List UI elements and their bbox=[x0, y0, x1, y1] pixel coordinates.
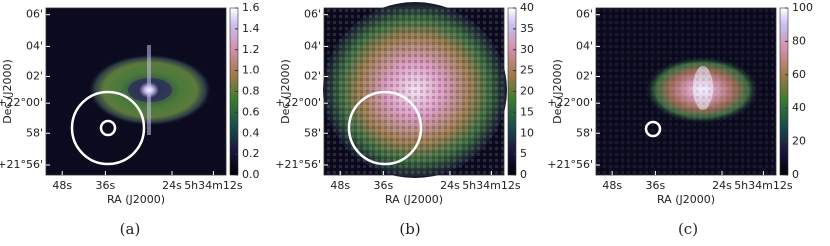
colorbar-tick-label: 40 bbox=[520, 1, 534, 14]
x-tick-label: 36s bbox=[96, 179, 116, 192]
colorbar-tick-label: 0.0 bbox=[242, 168, 260, 181]
colorbar-tick-label: 40 bbox=[792, 101, 806, 114]
y-tick-label: 58' bbox=[26, 126, 43, 139]
y-tick-label: 02' bbox=[304, 69, 321, 82]
caption: (a) bbox=[120, 220, 141, 238]
image-b bbox=[323, 2, 507, 178]
colorbar-tick-label: 5 bbox=[520, 147, 527, 160]
y-axis-label: Dec (J2000) bbox=[279, 59, 292, 124]
y-tick-label: 04' bbox=[304, 39, 321, 52]
y-tick-label: +22°00' bbox=[275, 96, 321, 109]
y-tick-label: 06' bbox=[26, 8, 43, 21]
x-tick-label: 5h34m12s bbox=[184, 179, 243, 192]
x-tick-label: 24s bbox=[162, 179, 182, 192]
x-axis-label: RA (J2000) bbox=[107, 193, 165, 206]
colorbar-tick-label: 0.8 bbox=[242, 85, 260, 98]
colorbar-tick-label: 0 bbox=[520, 168, 527, 181]
colorbar-tick-label: 0.2 bbox=[242, 147, 260, 160]
x-tick-label: 48s bbox=[52, 179, 72, 192]
y-tick-label: 04' bbox=[26, 39, 43, 52]
colorbar-tick-label: 0.4 bbox=[242, 126, 260, 139]
x-tick-label: 48s bbox=[330, 179, 350, 192]
x-tick-label: 36s bbox=[646, 179, 666, 192]
colorbar-tick-label: 25 bbox=[520, 64, 534, 77]
image-frame bbox=[45, 7, 227, 176]
colorbar-tick-label: 15 bbox=[520, 105, 534, 118]
y-tick-label: 06' bbox=[576, 8, 593, 21]
colorbar-tick-label: 1.0 bbox=[242, 64, 260, 77]
y-tick-label: +22°00' bbox=[0, 96, 43, 109]
y-axis-label: Dec (J2000) bbox=[1, 59, 14, 124]
x-tick-label: 5h34m12s bbox=[462, 179, 521, 192]
colorbar-tick-label: 0 bbox=[792, 168, 799, 181]
x-tick-label: 24s bbox=[440, 179, 460, 192]
x-tick-label: 5h34m12s bbox=[734, 179, 793, 192]
colorbar bbox=[779, 7, 789, 176]
colorbar-tick-label: 100 bbox=[792, 1, 813, 14]
colorbar-tick-label: 1.4 bbox=[242, 22, 260, 35]
colorbar-tick-label: 35 bbox=[520, 22, 534, 35]
colorbar-tick-label: 1.2 bbox=[242, 43, 260, 56]
y-axis-label: Dec (J2000) bbox=[551, 59, 564, 124]
y-tick-label: +21°56' bbox=[275, 158, 321, 171]
colorbar-tick-label: 10 bbox=[520, 126, 534, 139]
colorbar-tick-label: 80 bbox=[792, 34, 806, 47]
colorbar-tick-label: 1.6 bbox=[242, 1, 260, 14]
caption: (b) bbox=[399, 220, 420, 238]
x-tick-label: 48s bbox=[602, 179, 622, 192]
y-tick-label: 58' bbox=[304, 126, 321, 139]
image-c bbox=[596, 8, 776, 175]
y-tick-label: +21°56' bbox=[0, 158, 43, 171]
colorbar-tick-label: 60 bbox=[792, 68, 806, 81]
x-axis-label: RA (J2000) bbox=[657, 193, 715, 206]
image-a bbox=[46, 8, 226, 175]
y-tick-label: +22°00' bbox=[547, 96, 593, 109]
caption: (c) bbox=[678, 220, 698, 238]
colorbar-tick-label: 20 bbox=[520, 85, 534, 98]
y-tick-label: 06' bbox=[304, 8, 321, 21]
y-tick-label: 02' bbox=[576, 69, 593, 82]
x-tick-label: 36s bbox=[374, 179, 394, 192]
image-frame bbox=[595, 7, 777, 176]
x-tick-label: 24s bbox=[712, 179, 732, 192]
colorbar-tick-label: 0.6 bbox=[242, 105, 260, 118]
x-axis-label: RA (J2000) bbox=[385, 193, 443, 206]
y-tick-label: 04' bbox=[576, 39, 593, 52]
image-frame bbox=[323, 7, 505, 176]
y-tick-label: +21°56' bbox=[547, 158, 593, 171]
colorbar-tick-label: 20 bbox=[792, 135, 806, 148]
y-tick-label: 58' bbox=[576, 126, 593, 139]
colorbar-tick-label: 30 bbox=[520, 43, 534, 56]
y-tick-label: 02' bbox=[26, 69, 43, 82]
